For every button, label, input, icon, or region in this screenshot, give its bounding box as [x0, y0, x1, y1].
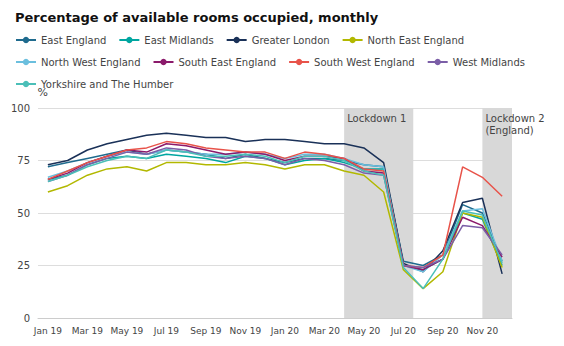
svg-text:Mar 19: Mar 19	[72, 326, 104, 336]
svg-text:Lockdown 1: Lockdown 1	[347, 113, 406, 124]
svg-text:0: 0	[24, 313, 30, 324]
svg-text:Jul 20: Jul 20	[390, 326, 416, 336]
svg-text:Sep 20: Sep 20	[427, 326, 459, 336]
svg-text:Nov 20: Nov 20	[466, 326, 498, 336]
svg-text:(England): (England)	[485, 125, 533, 136]
svg-text:Greater London: Greater London	[252, 35, 330, 46]
svg-text:East Midlands: East Midlands	[144, 35, 213, 46]
svg-text:Sep 19: Sep 19	[190, 326, 222, 336]
svg-text:East England: East England	[41, 35, 106, 46]
svg-text:Percentage of available rooms: Percentage of available rooms occupied, …	[15, 10, 379, 25]
svg-text:May 19: May 19	[110, 326, 143, 336]
svg-text:Jan 19: Jan 19	[33, 326, 62, 336]
svg-text:Nov 19: Nov 19	[229, 326, 261, 336]
svg-text:Jan 20: Jan 20	[270, 326, 299, 336]
svg-text:Lockdown 2: Lockdown 2	[485, 113, 544, 124]
svg-text:25: 25	[17, 260, 30, 271]
svg-text:75: 75	[17, 155, 30, 166]
svg-text:Yorkshire and The Humber: Yorkshire and The Humber	[40, 79, 174, 90]
svg-text:South West England: South West England	[314, 57, 415, 68]
svg-text:West Midlands: West Midlands	[453, 57, 525, 68]
svg-text:Mar 20: Mar 20	[309, 326, 341, 336]
svg-text:Jul 19: Jul 19	[153, 326, 179, 336]
svg-text:50: 50	[17, 208, 30, 219]
svg-text:South East England: South East England	[179, 57, 277, 68]
svg-text:100: 100	[11, 103, 30, 114]
svg-text:North West England: North West England	[41, 57, 141, 68]
svg-text:North East England: North East England	[368, 35, 465, 46]
svg-text:May 20: May 20	[347, 326, 380, 336]
